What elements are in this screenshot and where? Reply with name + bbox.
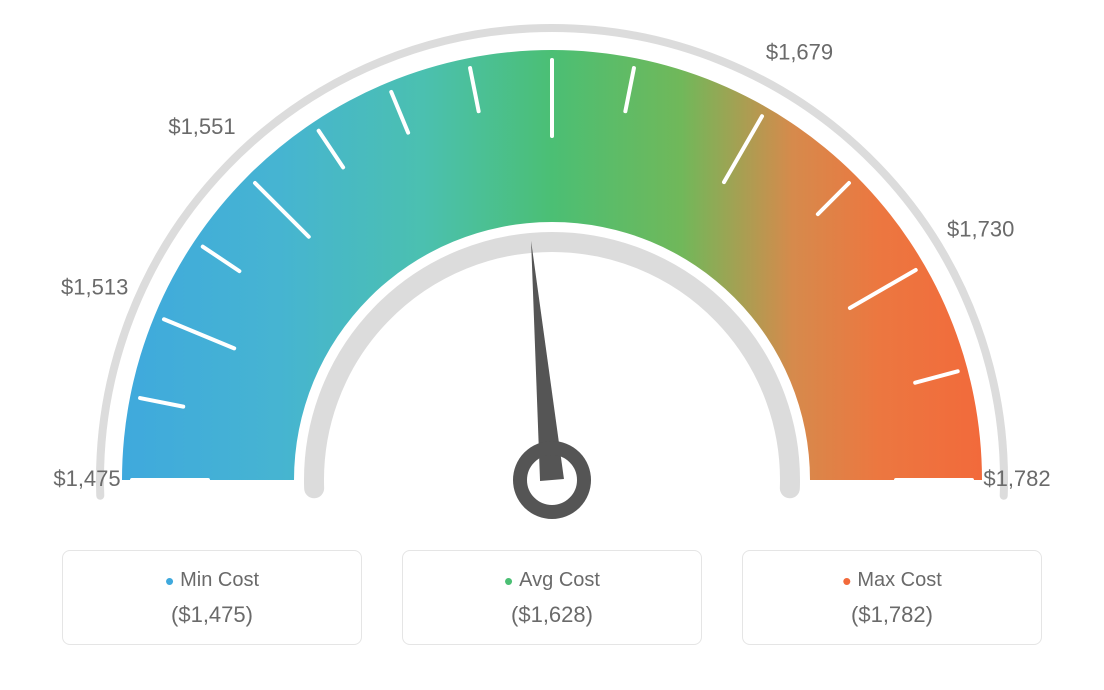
gauge-svg: $1,475$1,513$1,551$1,628$1,679$1,730$1,7…	[0, 0, 1104, 550]
legend-title-min: •Min Cost	[73, 569, 351, 592]
gauge-tick-label: $1,551	[168, 114, 235, 139]
dot-icon: •	[165, 566, 174, 596]
gauge-tick-label: $1,475	[53, 466, 120, 491]
legend-title-text: Max Cost	[857, 569, 941, 591]
dot-icon: •	[504, 566, 513, 596]
legend-card-avg: •Avg Cost ($1,628)	[402, 550, 702, 645]
gauge-tick-label: $1,730	[947, 217, 1014, 242]
legend-card-max: •Max Cost ($1,782)	[742, 550, 1042, 645]
legend-row: •Min Cost ($1,475) •Avg Cost ($1,628) •M…	[0, 550, 1104, 645]
legend-value-max: ($1,782)	[753, 602, 1031, 628]
legend-title-text: Min Cost	[180, 569, 259, 591]
gauge-tick-label: $1,679	[766, 39, 833, 64]
legend-value-avg: ($1,628)	[413, 602, 691, 628]
gauge-tick-label: $1,513	[61, 275, 128, 300]
legend-title-max: •Max Cost	[753, 569, 1031, 592]
legend-card-min: •Min Cost ($1,475)	[62, 550, 362, 645]
legend-value-min: ($1,475)	[73, 602, 351, 628]
legend-title-text: Avg Cost	[519, 569, 600, 591]
dot-icon: •	[842, 566, 851, 596]
gauge-tick-label: $1,782	[983, 466, 1050, 491]
legend-title-avg: •Avg Cost	[413, 569, 691, 592]
gauge-chart: $1,475$1,513$1,551$1,628$1,679$1,730$1,7…	[0, 0, 1104, 550]
